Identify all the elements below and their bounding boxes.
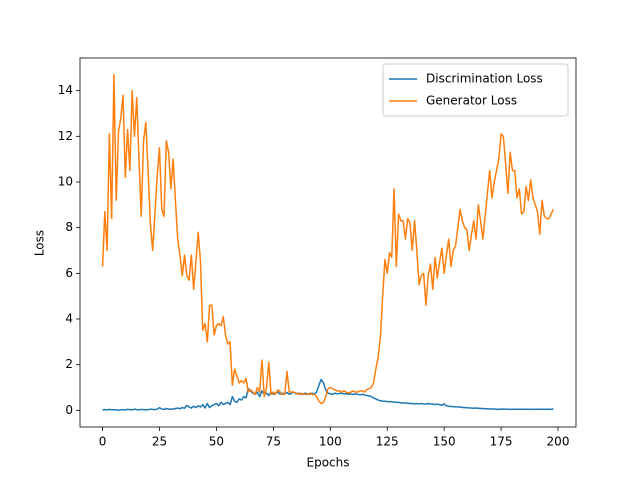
axes-frame [79,57,577,428]
legend-label: Generator Loss [426,94,517,108]
y-tick-label: 6 [65,266,73,280]
x-tick-label: 75 [266,435,281,449]
x-tick-label: 100 [319,435,342,449]
x-tick-label: 175 [490,435,513,449]
y-tick-label: 4 [65,311,73,325]
x-tick-label: 25 [152,435,167,449]
series-line [102,378,554,411]
y-tick-label: 10 [58,174,73,188]
y-tick-label: 12 [58,129,73,143]
y-tick-label: 14 [58,83,73,97]
x-tick-label: 50 [209,435,224,449]
legend-label: Discrimination Loss [426,72,543,86]
x-tick-label: 200 [547,435,570,449]
y-tick-label: 0 [65,403,73,417]
y-tick-label: 8 [65,220,73,234]
y-tick-label: 2 [65,357,73,371]
x-tick-label: 125 [376,435,399,449]
x-tick-label: 0 [99,435,107,449]
y-axis-label: Loss [33,230,47,256]
x-axis-label: Epochs [307,456,350,470]
x-tick-label: 150 [433,435,456,449]
legend-box [382,63,569,117]
series-line [101,73,555,405]
